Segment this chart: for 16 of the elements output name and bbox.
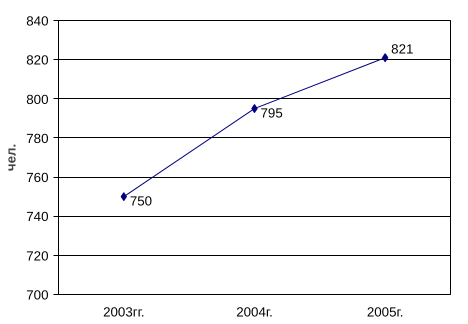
point (251, 104, 258, 114)
y-tick-label: 760 (26, 170, 49, 186)
data-label: 821 (391, 42, 414, 57)
data-label: 750 (130, 194, 152, 209)
y-tick-label: 740 (26, 209, 49, 224)
x-tick-label: 2005г. (366, 304, 404, 320)
y-tick-label: 820 (26, 52, 49, 68)
y-tick-label: 720 (26, 248, 49, 264)
y-tick-label: 700 (26, 288, 49, 302)
data-label: 795 (260, 106, 283, 121)
x-tick-label: 2003гг. (103, 304, 145, 320)
y-axis-title: чел. (3, 144, 18, 172)
y-tick-label: 840 (26, 14, 49, 28)
y-tick-label: 800 (26, 92, 49, 107)
y-tick-label: 780 (26, 130, 49, 146)
x-tick-label: 2004г. (236, 304, 273, 320)
